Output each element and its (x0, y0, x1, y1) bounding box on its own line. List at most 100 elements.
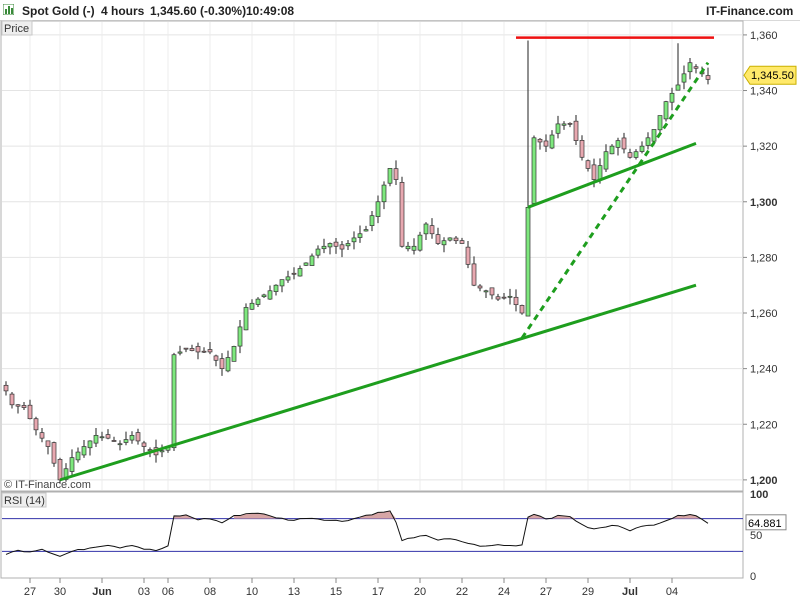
brand-label: IT-Finance.com (706, 4, 794, 18)
support-trendline (527, 141, 697, 209)
candle-up (261, 294, 267, 298)
rsi-panel-label: RSI (14) (4, 495, 45, 507)
candle-down (183, 347, 189, 350)
price-tick-label: 1,260 (750, 308, 778, 320)
candle-down (519, 305, 525, 314)
rsi-panel (0, 491, 744, 579)
candle-up (549, 134, 555, 149)
candle-down (585, 160, 591, 169)
candle-down (111, 440, 117, 442)
candle-down (693, 66, 699, 69)
candle-up (243, 307, 249, 331)
candle-down (15, 404, 21, 407)
price-grid (2, 22, 743, 490)
price-tick-label: 1,200 (750, 475, 778, 487)
candle-up (507, 295, 513, 298)
price-label-box (1, 20, 33, 36)
dashed-trendline (520, 61, 710, 339)
candle-up (225, 357, 231, 372)
candle-up (267, 290, 273, 300)
candle-down (219, 358, 225, 369)
rsi-series (5, 510, 709, 557)
candle-up (681, 73, 687, 83)
candle-up (639, 145, 645, 152)
candle-up (615, 140, 621, 148)
candle-down (435, 234, 441, 244)
chart-header: Spot Gold (-) 4 hours 1,345.60 (-0.30%) … (0, 0, 800, 21)
candle-down (9, 393, 15, 406)
candle-up (369, 215, 375, 226)
time-tick-label: 10 (246, 586, 258, 598)
candle-down (537, 138, 543, 143)
time-tick-label: 24 (498, 586, 510, 598)
time-tick-label: 15 (330, 586, 342, 598)
candle-down (339, 244, 345, 250)
candle-up (561, 123, 567, 126)
candle-down (705, 75, 711, 80)
time-tick-label: Jun (92, 586, 112, 598)
candle-up (321, 245, 327, 250)
price-axis: 1,200 1,220 1,240 1,260 1,280 1,300 1,320 1,340… (743, 30, 778, 487)
candle-down (33, 418, 39, 431)
candle-up (159, 450, 165, 453)
candle-up (345, 243, 351, 247)
time-tick-label: 22 (456, 586, 468, 598)
candle-up (99, 436, 105, 439)
candle-down (201, 350, 207, 353)
price-tick-label: 1,240 (750, 364, 778, 376)
trendlines (59, 36, 714, 482)
candle-up (387, 168, 393, 184)
candle-up (363, 229, 369, 232)
support-trendline (59, 283, 697, 482)
candle-down (333, 241, 339, 247)
rsi-line (5, 510, 709, 557)
candle-up (525, 206, 531, 317)
rsi-label-box (1, 492, 47, 508)
candle-up (117, 443, 123, 446)
rsi-axis: 0 50 100 (750, 489, 768, 583)
candle-up (69, 457, 75, 472)
candle-down (195, 346, 201, 353)
candle-up (129, 435, 135, 441)
candlestick-series (3, 40, 711, 484)
candle-up (411, 245, 417, 251)
candle-down (105, 434, 111, 439)
candle-down (513, 296, 519, 306)
candle-up (231, 346, 237, 362)
candle-down (579, 140, 585, 158)
time-tick-label: 17 (372, 586, 384, 598)
price-tick-label: 1,220 (750, 419, 778, 431)
time-tick-label: 08 (204, 586, 216, 598)
price-tick-label: 1,340 (750, 86, 778, 98)
candle-down (291, 272, 297, 275)
candle-up (315, 248, 321, 256)
candle-down (3, 384, 9, 392)
current-price-tag: 1,345.50 (743, 65, 797, 85)
rsi-tag-box (745, 514, 787, 531)
price-panel-label: Price (4, 23, 29, 35)
candle-up (351, 237, 357, 243)
price-tag-box (743, 65, 797, 85)
candle-up (645, 137, 651, 146)
time-tick-label: 04 (666, 586, 678, 598)
candle-up (609, 145, 615, 155)
candle-up (285, 276, 291, 281)
candle-down (627, 152, 633, 158)
candle-down (189, 348, 195, 351)
candle-up (279, 279, 285, 287)
candle-up (603, 151, 609, 170)
candle-up (423, 223, 429, 235)
candle-down (465, 246, 471, 265)
candle-up (663, 101, 669, 120)
candle-up (81, 446, 87, 456)
candle-up (405, 245, 411, 250)
rsi-tag-label: 64.881 (748, 518, 782, 530)
candle-down (207, 349, 213, 353)
candle-up (87, 440, 93, 449)
time-tick-label: 03 (138, 586, 150, 598)
candle-up (255, 298, 261, 305)
candle-down (141, 442, 147, 447)
candle-up (657, 115, 663, 131)
candle-down (459, 240, 465, 244)
instrument-name: Spot Gold (-) (22, 4, 95, 18)
